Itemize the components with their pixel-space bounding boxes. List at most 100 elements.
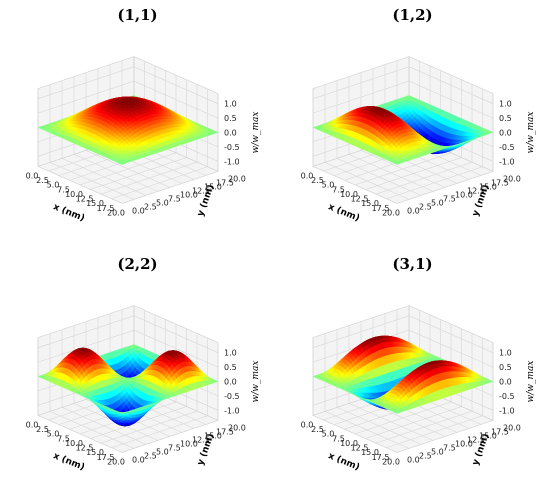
z-tick-label: -0.5 (224, 392, 240, 401)
x-tick-label: 7.5 (332, 185, 345, 194)
x-axis-label: x (nm) (327, 202, 361, 224)
y-tick-label: 2.5 (419, 202, 432, 211)
x-tick-label: 5.0 (322, 181, 335, 190)
surface-chart-svg: (1,2)0.02.55.07.510.012.515.017.520.0 0.0… (301, 6, 536, 224)
y-tick-label: 10.0 (455, 439, 473, 448)
z-tick-label: -0.5 (499, 392, 515, 401)
surface-chart-svg: (3,1)0.02.55.07.510.012.515.017.520.0 0.0… (301, 255, 536, 473)
surface-mesh (312, 335, 494, 414)
y-tick-label: 15.0 (204, 431, 222, 440)
y-tick-label: 5.0 (156, 198, 169, 207)
z-tick-label: 1.0 (499, 349, 512, 358)
y-tick-label: 20.0 (228, 174, 246, 183)
x-tick-label: 10.0 (340, 190, 358, 199)
z-tick-label: 0.0 (499, 129, 512, 138)
x-tick-label: 17.5 (97, 453, 115, 462)
y-tick-label: 5.0 (431, 198, 444, 207)
y-tick-label: 12.5 (192, 186, 210, 195)
surface-mesh (37, 344, 219, 427)
y-tick-label: 2.5 (419, 451, 432, 460)
chart-panel-2-2: (2,2) 0.0 2.5 5.0 7.5 10.0 12.5 15.0 17.5 20.0 0.0… (0, 249, 275, 498)
x-tick-label: 5.0 (47, 430, 60, 439)
z-tick-label: -1.0 (499, 157, 515, 166)
chart-panel-3-1: (3,1) 0.0 2.5 5.0 7.5 10.0 12.5 15.0 17.5 20.0 0.0… (275, 249, 550, 498)
y-tick-label: 20.0 (503, 174, 521, 183)
z-tick-label: 0.5 (224, 363, 237, 372)
x-tick-label: 10.0 (65, 190, 83, 199)
chart-panel-1-2: (1,2) 0.0 2.5 5.0 7.5 10.0 12.5 15.0 17.5 20.0 0.0… (275, 0, 550, 249)
x-tick-label: 5.0 (47, 181, 60, 190)
x-tick-label: 12.5 (76, 195, 94, 204)
z-tick-label: 0.5 (499, 114, 512, 123)
z-tick-label: 0.0 (499, 378, 512, 387)
y-tick-label: 17.5 (491, 427, 509, 436)
y-tick-label: 17.5 (491, 178, 509, 187)
chart-title: (3,1) (392, 255, 432, 273)
x-tick-label: 2.5 (311, 176, 324, 185)
y-tick-label: 2.5 (144, 202, 157, 211)
x-tick-label: 7.5 (57, 434, 70, 443)
y-tick-label: 7.5 (443, 443, 456, 452)
z-axis-label: w/w_max (526, 112, 536, 154)
x-tick-label: 17.5 (97, 204, 115, 213)
x-tick-label: 0.0 (301, 420, 314, 429)
x-tick-label: 20.0 (107, 208, 125, 217)
x-tick-label: 0.0 (26, 171, 39, 180)
y-tick-label: 15.0 (479, 431, 497, 440)
chart-panel-1-1: (1,1) 0.0 2.5 5.0 7.5 10.0 12.5 15.0 17.5 20.0 0.0… (0, 0, 275, 249)
x-tick-label: 7.5 (57, 185, 70, 194)
y-tick-label: 12.5 (192, 435, 210, 444)
z-axis-label: w/w_max (526, 361, 536, 403)
y-tick-label: 10.0 (180, 439, 198, 448)
chart-title: (1,1) (117, 6, 157, 24)
y-tick-label: 17.5 (216, 427, 234, 436)
x-axis-label: x (nm) (52, 202, 86, 224)
x-tick-label: 2.5 (311, 425, 324, 434)
y-tick-label: 0.0 (132, 455, 145, 464)
z-tick-label: -1.0 (499, 406, 515, 415)
y-tick-label: 15.0 (204, 182, 222, 191)
y-tick-label: 12.5 (467, 435, 485, 444)
x-tick-label: 5.0 (322, 430, 335, 439)
x-tick-label: 17.5 (372, 204, 390, 213)
x-tick-label: 10.0 (340, 439, 358, 448)
x-axis-label: x (nm) (327, 451, 361, 473)
x-axis-label: x (nm) (52, 451, 86, 473)
z-axis-label: w/w_max (251, 361, 261, 403)
x-tick-label: 7.5 (332, 434, 345, 443)
x-tick-label: 15.0 (86, 199, 104, 208)
surface-chart-svg: (2,2)0.02.55.07.510.012.515.017.520.0 0.0… (26, 255, 261, 473)
x-tick-label: 12.5 (76, 444, 94, 453)
y-tick-label: 2.5 (144, 451, 157, 460)
z-tick-label: 0.0 (224, 378, 237, 387)
x-tick-label: 12.5 (351, 195, 369, 204)
surface-chart-svg: (1,1)0.02.55.07.510.012.515.017.520.0 0.0… (26, 6, 261, 224)
z-tick-label: 0.5 (224, 114, 237, 123)
y-tick-label: 12.5 (467, 186, 485, 195)
x-tick-label: 2.5 (36, 425, 49, 434)
y-tick-label: 10.0 (180, 190, 198, 199)
x-tick-label: 0.0 (301, 171, 314, 180)
y-tick-label: 10.0 (455, 190, 473, 199)
x-tick-label: 20.0 (107, 457, 125, 466)
z-tick-label: 0.0 (224, 129, 237, 138)
z-tick-label: -1.0 (224, 406, 240, 415)
y-tick-label: 0.0 (407, 206, 420, 215)
z-tick-label: 1.0 (224, 100, 237, 109)
x-tick-label: 20.0 (382, 457, 400, 466)
y-tick-label: 20.0 (228, 423, 246, 432)
y-tick-label: 17.5 (216, 178, 234, 187)
x-tick-label: 0.0 (26, 420, 39, 429)
x-tick-label: 17.5 (372, 453, 390, 462)
z-tick-label: -0.5 (224, 143, 240, 152)
z-tick-label: -0.5 (499, 143, 515, 152)
z-tick-label: -1.0 (224, 157, 240, 166)
y-tick-label: 7.5 (443, 194, 456, 203)
y-tick-label: 0.0 (132, 206, 145, 215)
y-tick-label: 7.5 (168, 443, 181, 452)
x-tick-label: 2.5 (36, 176, 49, 185)
surface-mesh (37, 95, 219, 165)
y-tick-label: 5.0 (156, 447, 169, 456)
y-tick-label: 20.0 (503, 423, 521, 432)
y-tick-label: 15.0 (479, 182, 497, 191)
